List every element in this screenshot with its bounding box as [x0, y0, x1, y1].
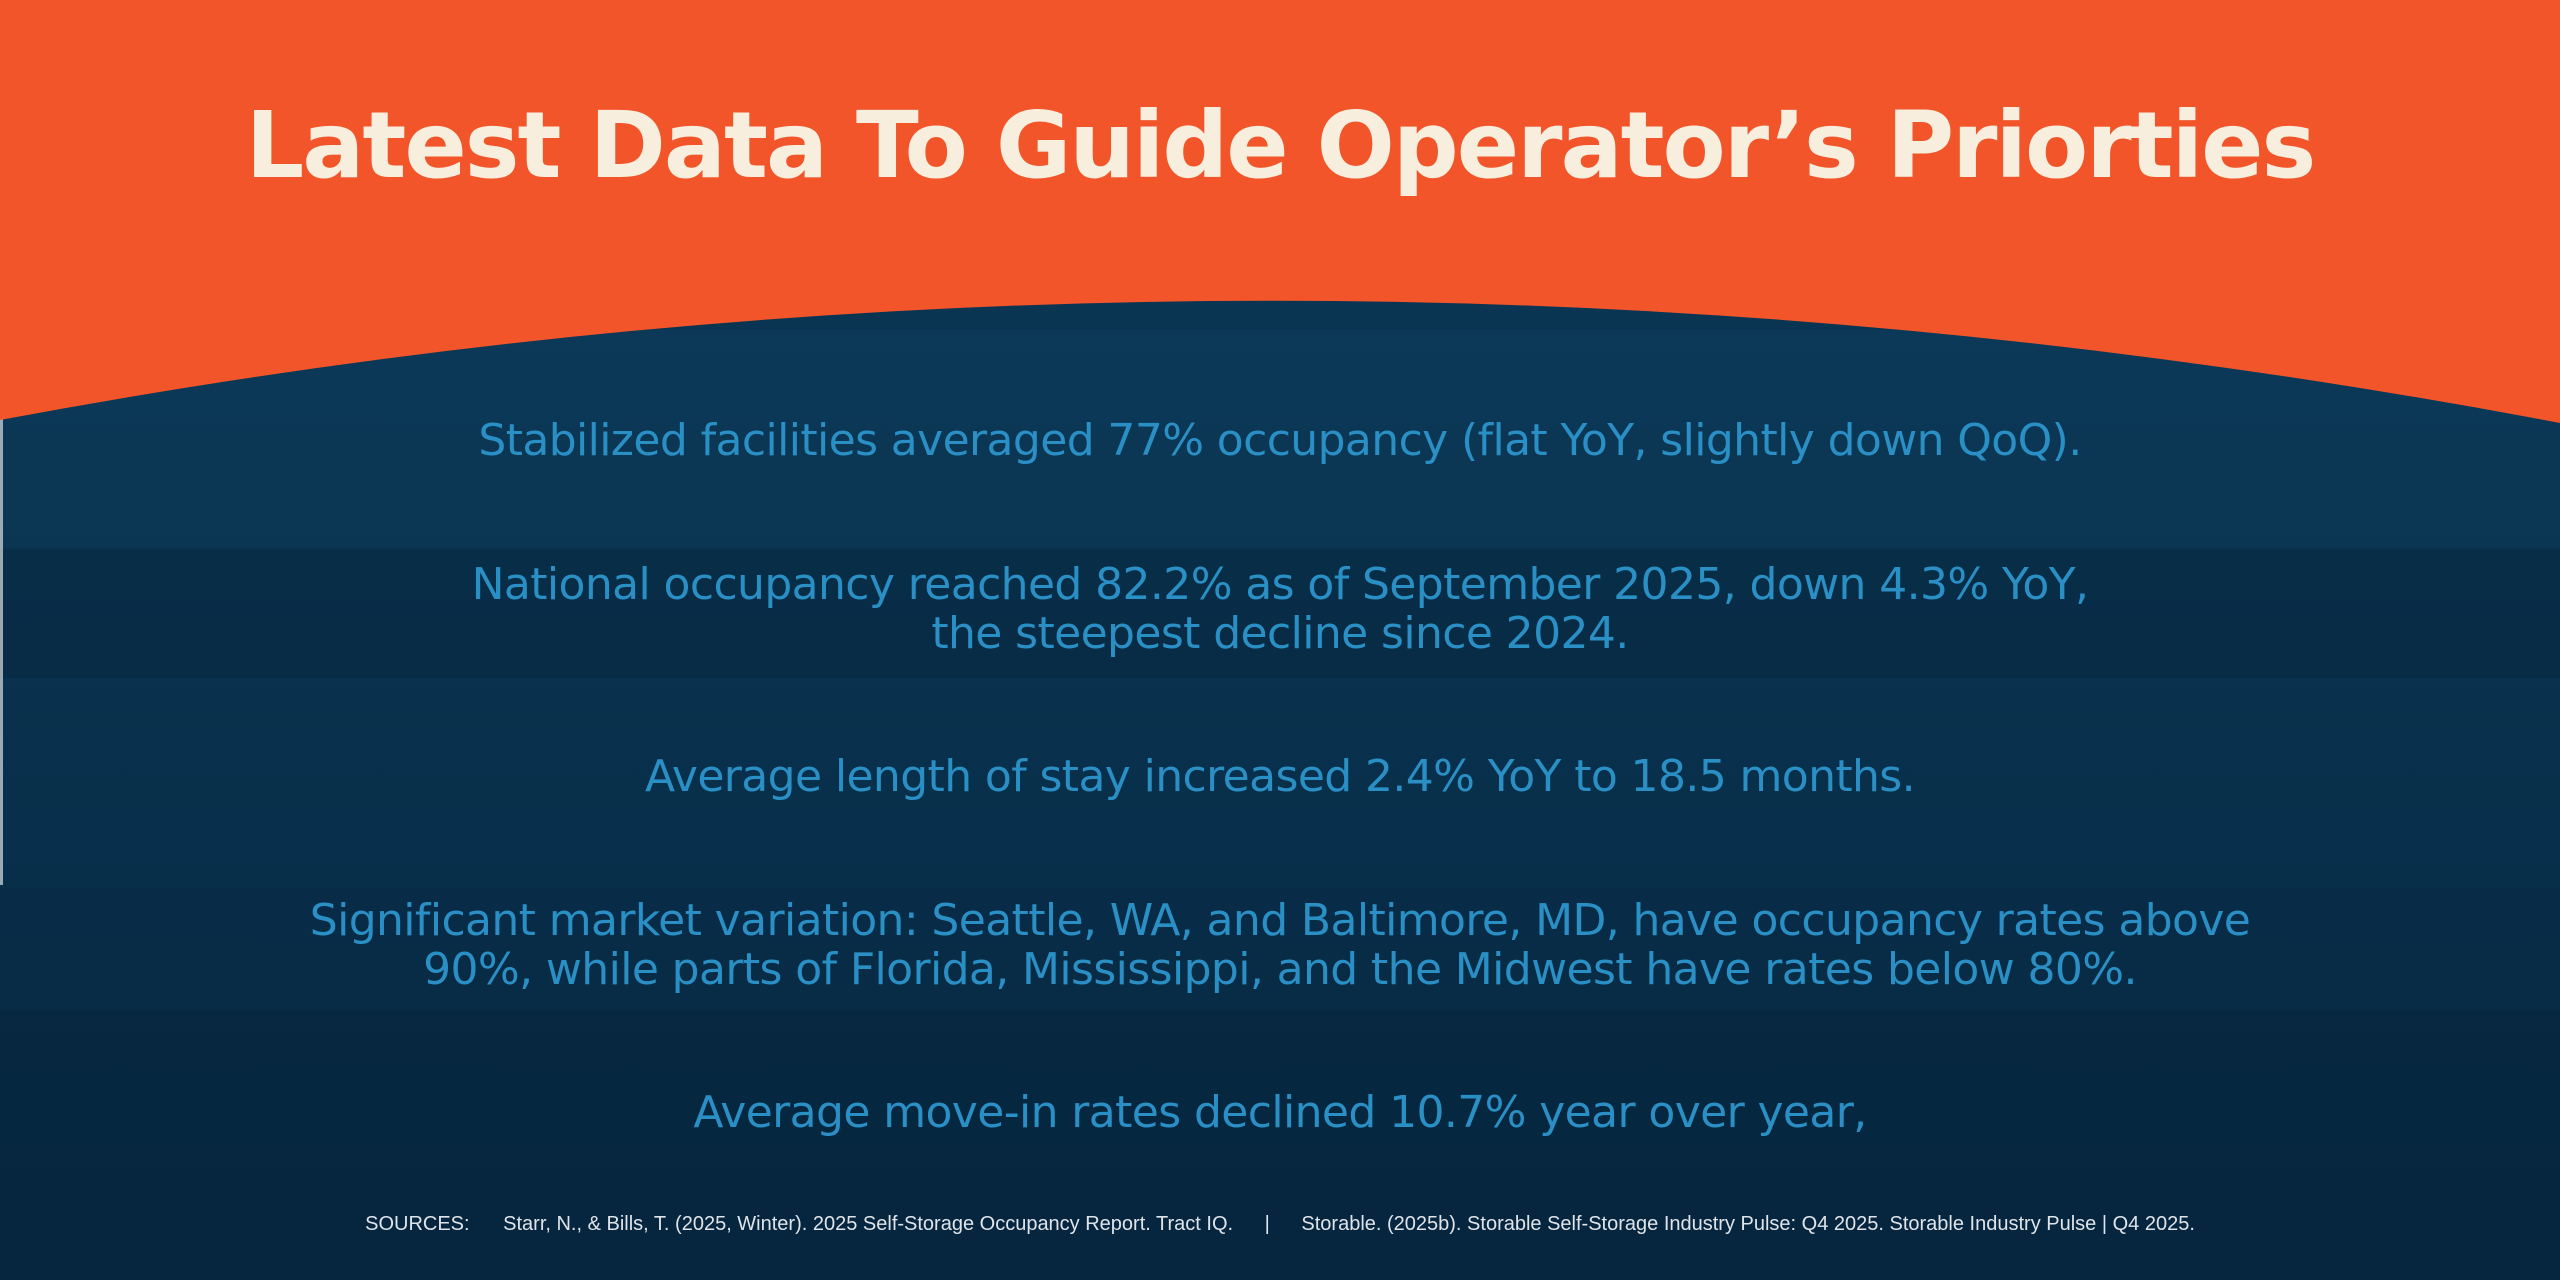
header-banner — [0, 0, 2560, 423]
sources-separator: | — [1264, 1213, 1270, 1235]
stat-occupancy-stabilized: Stabilized facilities averaged 77% occup… — [200, 416, 2360, 465]
stat-line: Average length of stay increased 2.4% Yo… — [644, 751, 1916, 802]
stat-market-variation: Significant market variation: Seattle, W… — [200, 896, 2360, 994]
source-citation: Storable. (2025b). Storable Self-Storage… — [1301, 1213, 2195, 1235]
sources-label: SOURCES: — [365, 1213, 470, 1235]
stat-line: Stabilized facilities averaged 77% occup… — [478, 415, 2082, 466]
stat-length-of-stay: Average length of stay increased 2.4% Yo… — [200, 752, 2360, 801]
left-edge-line — [0, 415, 3, 885]
header-arc-shape — [0, 0, 2560, 423]
source-citation: Starr, N., & Bills, T. (2025, Winter). 2… — [503, 1213, 1234, 1235]
stat-move-in-rates: Average move-in rates declined 10.7% yea… — [200, 1088, 2360, 1137]
page-title: Latest Data To Guide Operator’s Priortie… — [245, 92, 2317, 199]
stat-line: Significant market variation: Seattle, W… — [309, 895, 2251, 946]
stat-line: Average move-in rates declined 10.7% yea… — [693, 1087, 1867, 1138]
stat-line: National occupancy reached 82.2% as of S… — [471, 559, 2089, 610]
stat-line: the steepest decline since 2024. — [931, 608, 1629, 659]
sources-footer: SOURCES: Starr, N., & Bills, T. (2025, W… — [0, 1212, 2560, 1236]
stat-line: 90%, while parts of Florida, Mississippi… — [423, 944, 2137, 995]
background-band — [0, 1010, 2560, 1280]
stat-national-occupancy: National occupancy reached 82.2% as of S… — [200, 560, 2360, 658]
